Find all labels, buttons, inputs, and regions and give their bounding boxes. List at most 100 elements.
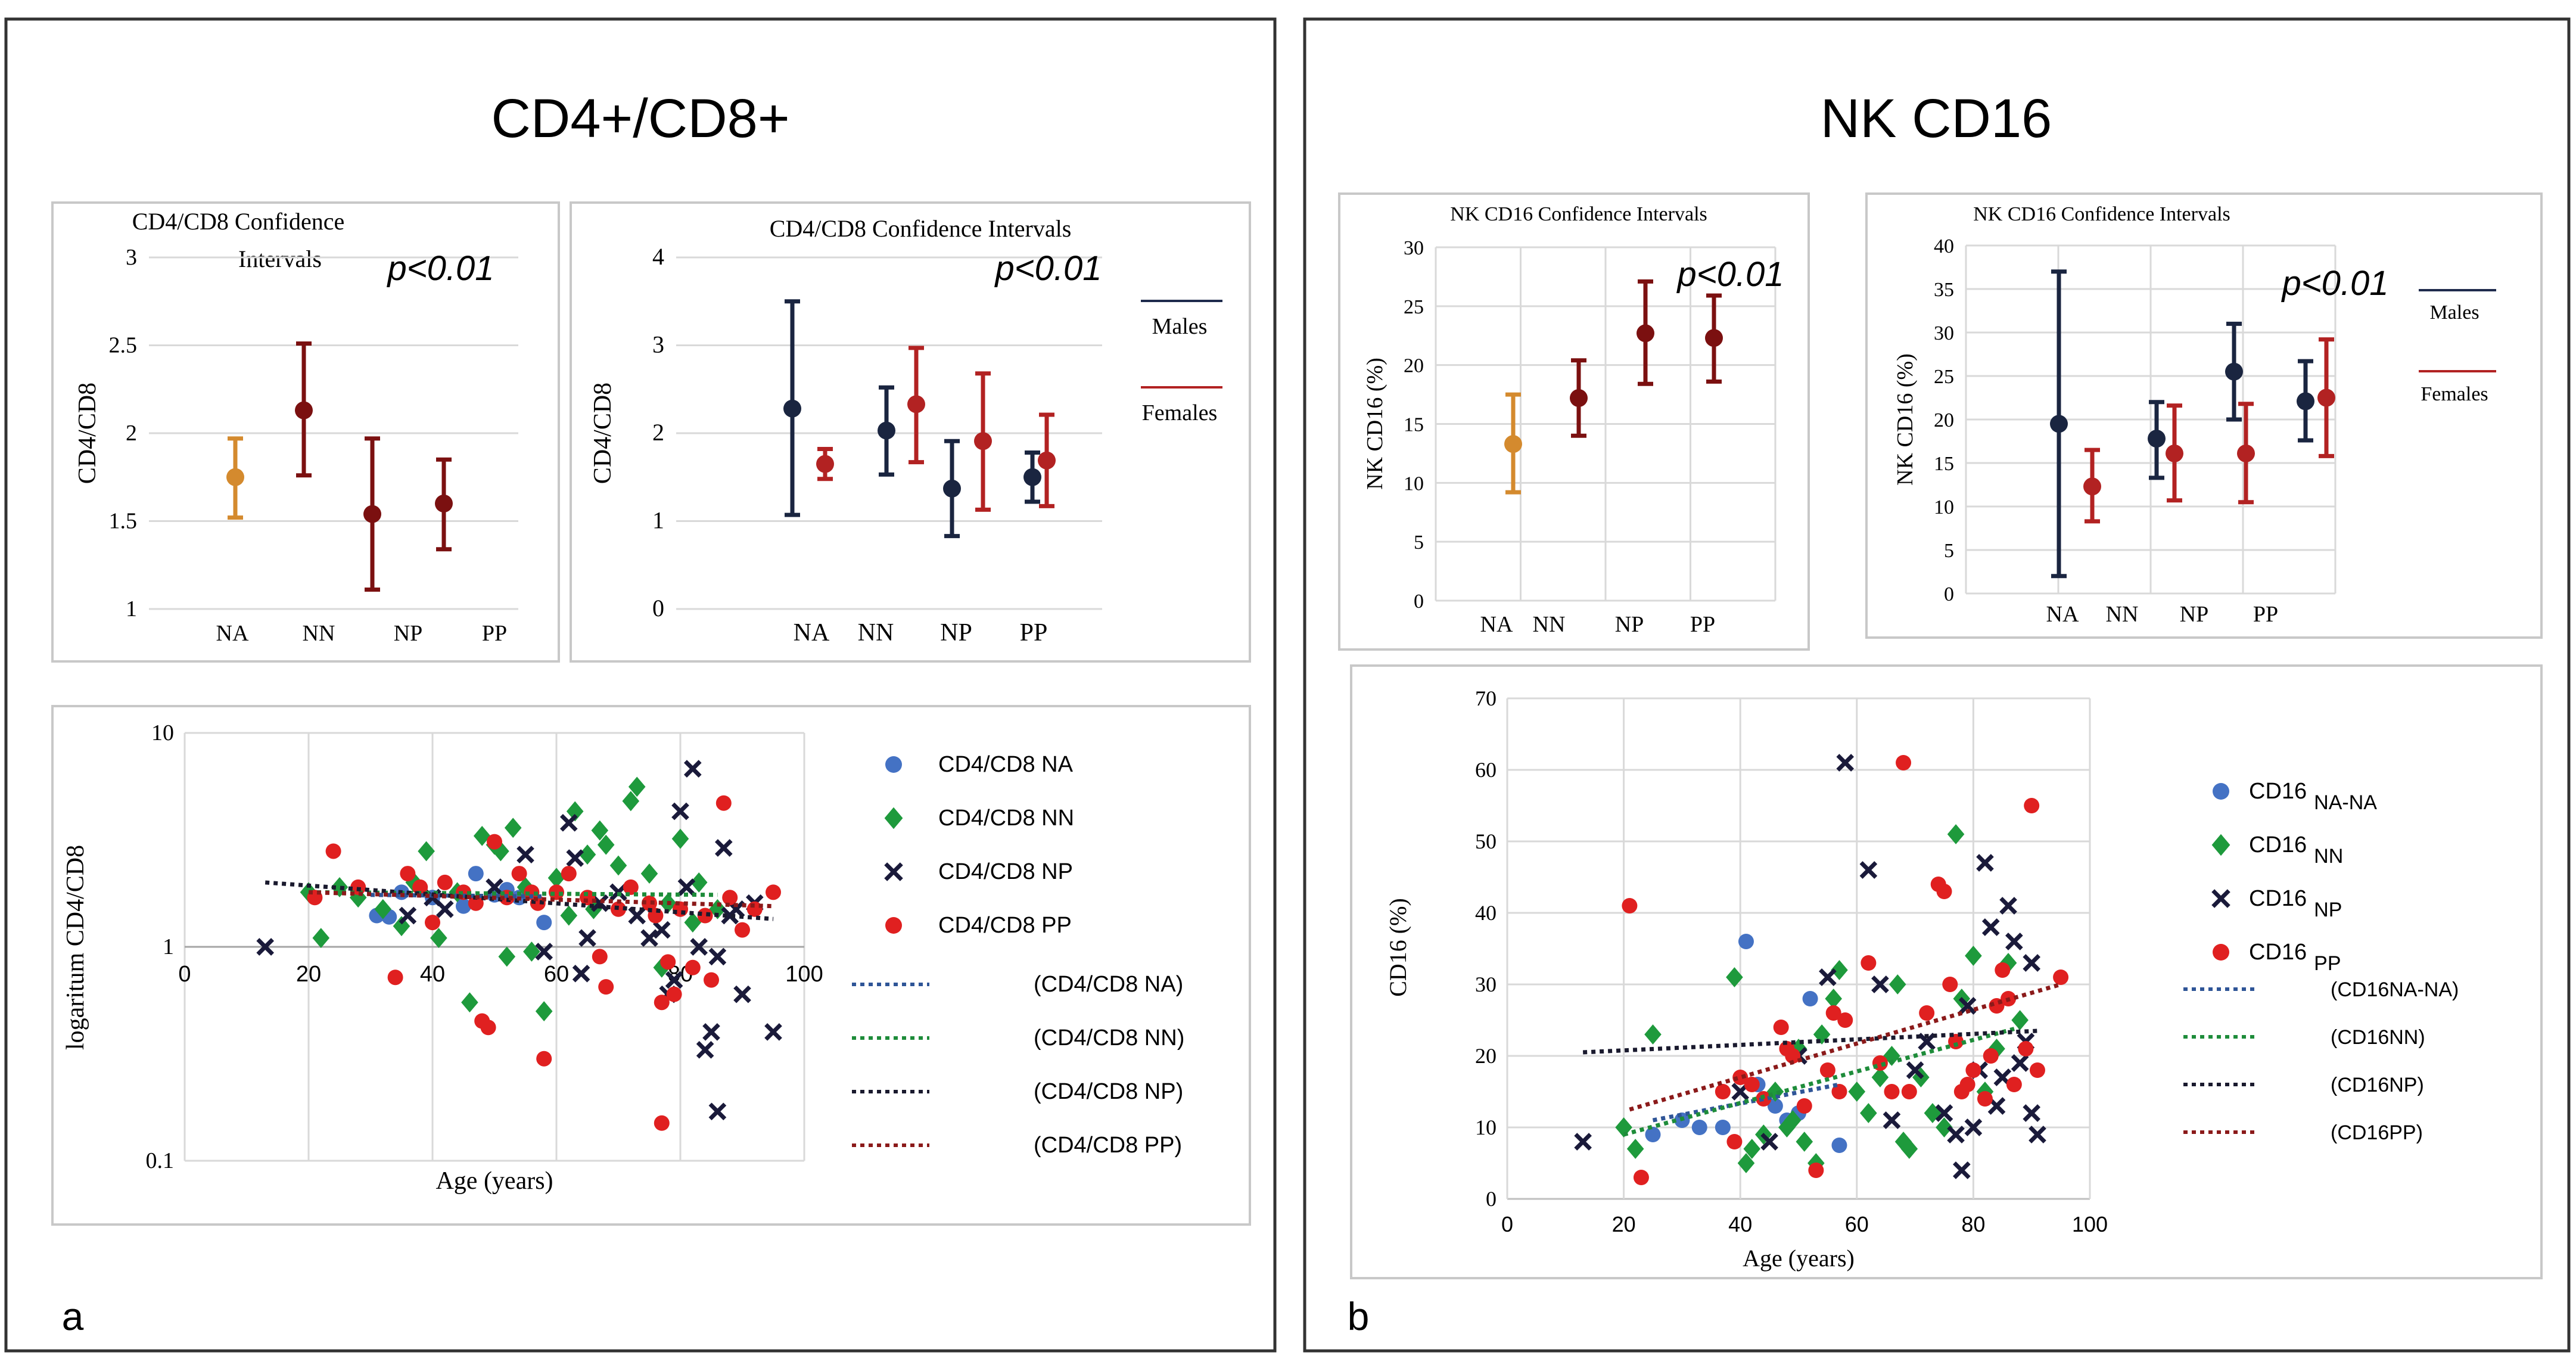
data-point	[578, 929, 596, 947]
data-point	[1947, 1126, 1965, 1143]
data-point	[535, 1001, 553, 1021]
x-tick-label: NN	[858, 619, 894, 647]
x-axis-label: Age (years)	[1743, 1245, 1855, 1272]
chart-a2: CD4/CD8 Confidence Intervals CD4/CD8 0 1 2 3 4…	[589, 215, 1222, 647]
mean-point	[2225, 362, 2243, 381]
y-tick-label: 40	[1934, 235, 1954, 257]
data-point	[640, 863, 658, 884]
data-point	[1644, 1024, 1662, 1045]
panel-b-title: NK CD16	[1821, 88, 2052, 149]
data-point	[654, 995, 670, 1011]
data-point	[1958, 997, 1977, 1015]
data-point	[592, 949, 608, 965]
data-point	[1622, 898, 1638, 913]
y-tick-label: 10	[1475, 1115, 1497, 1139]
data-point	[1965, 946, 1982, 966]
data-point	[517, 846, 534, 863]
data-point	[1831, 1138, 1847, 1153]
data-point	[1760, 1133, 1778, 1151]
data-point	[425, 915, 440, 931]
x-tick-label: NN	[2106, 602, 2139, 627]
data-point	[735, 922, 750, 938]
y-tick-label: 1	[163, 934, 174, 959]
data-point	[1901, 1084, 1917, 1099]
data-point	[1819, 1062, 1835, 1078]
mean-point	[1038, 451, 1056, 470]
chart-title: CD4/CD8 Confidence	[132, 208, 345, 235]
legend-label: CD4/CD8 NA	[938, 752, 1074, 777]
data-point	[1942, 977, 1958, 992]
data-point	[1784, 1110, 1802, 1130]
data-point	[468, 866, 484, 882]
legend-label: CD4/CD8 PP	[938, 913, 1072, 938]
y-tick-label: 10	[1934, 496, 1954, 518]
data-point	[468, 895, 484, 911]
data-point	[1919, 1005, 1935, 1021]
legend-label: Females	[1142, 400, 1218, 425]
data-point	[498, 946, 516, 967]
mean-point	[363, 505, 381, 523]
data-point	[1836, 754, 1855, 772]
data-point	[1871, 1067, 1889, 1087]
p-value-annotation: p<0.01	[1676, 255, 1784, 294]
data-point	[1889, 974, 1906, 995]
data-point	[1825, 989, 1842, 1009]
data-point	[1615, 1117, 1632, 1138]
data-point	[766, 884, 781, 900]
y-tick-label: 5	[1944, 540, 1954, 562]
mean-point	[2237, 444, 2255, 462]
data-point	[1964, 1118, 1983, 1136]
x-tick-label: 20	[1612, 1212, 1636, 1236]
data-point	[1626, 1139, 1644, 1159]
data-point	[683, 760, 702, 778]
mean-point	[2050, 415, 2068, 433]
data-point	[1732, 1070, 1749, 1085]
data-point	[480, 1020, 496, 1036]
data-point	[714, 839, 733, 857]
y-axis-label: CD4/CD8	[74, 383, 101, 484]
data-point	[256, 938, 275, 956]
y-tick-label: 15	[1404, 414, 1424, 436]
data-point	[1883, 1111, 1901, 1129]
data-point	[1999, 897, 2017, 915]
data-point	[1831, 960, 1848, 980]
data-point	[690, 938, 708, 956]
y-tick-label: 60	[1475, 758, 1497, 782]
data-point	[1738, 934, 1754, 949]
x-tick-label: NN	[1533, 612, 1566, 637]
y-tick-label: 0	[1414, 591, 1424, 613]
data-point	[2053, 969, 2069, 985]
y-tick-label: 20	[1934, 409, 1954, 431]
data-point	[654, 1115, 670, 1131]
data-point	[312, 928, 330, 949]
data-point	[1715, 1120, 1731, 1135]
y-tick-label: 25	[1404, 296, 1424, 318]
legend-trend-label: (CD16NA-NA)	[2331, 978, 2459, 1001]
data-point	[622, 791, 640, 812]
data-point	[591, 820, 609, 841]
chart-title-line2: Intervals	[238, 246, 322, 272]
chart-title: CD4/CD8 Confidence Intervals	[770, 215, 1072, 242]
data-point	[1726, 967, 1743, 987]
data-point	[430, 928, 447, 949]
data-point	[715, 795, 732, 811]
data-point	[1918, 1033, 1936, 1051]
x-tick-label: PP	[482, 621, 507, 646]
data-point	[1773, 1020, 1789, 1035]
legend-label: Females	[2421, 383, 2488, 405]
x-tick-label: 20	[296, 962, 321, 987]
data-point	[435, 900, 454, 918]
trendline	[308, 890, 774, 909]
data-point	[2213, 783, 2229, 800]
mean-point	[878, 421, 895, 440]
x-axis-label: Age (years)	[435, 1167, 553, 1195]
data-point	[2011, 1010, 2029, 1030]
y-tick-label: 0	[652, 595, 664, 621]
legend-label: CD4/CD8 NP	[938, 859, 1073, 884]
legend-trend-label: (CD4/CD8 NP)	[1034, 1079, 1183, 1104]
data-point	[418, 841, 435, 862]
chart-a1: CD4/CD8 Confidence Intervals CD4/CD8 1 1.5 2 2…	[74, 208, 518, 646]
data-point	[628, 776, 646, 797]
y-tick-label: 3	[652, 331, 664, 358]
